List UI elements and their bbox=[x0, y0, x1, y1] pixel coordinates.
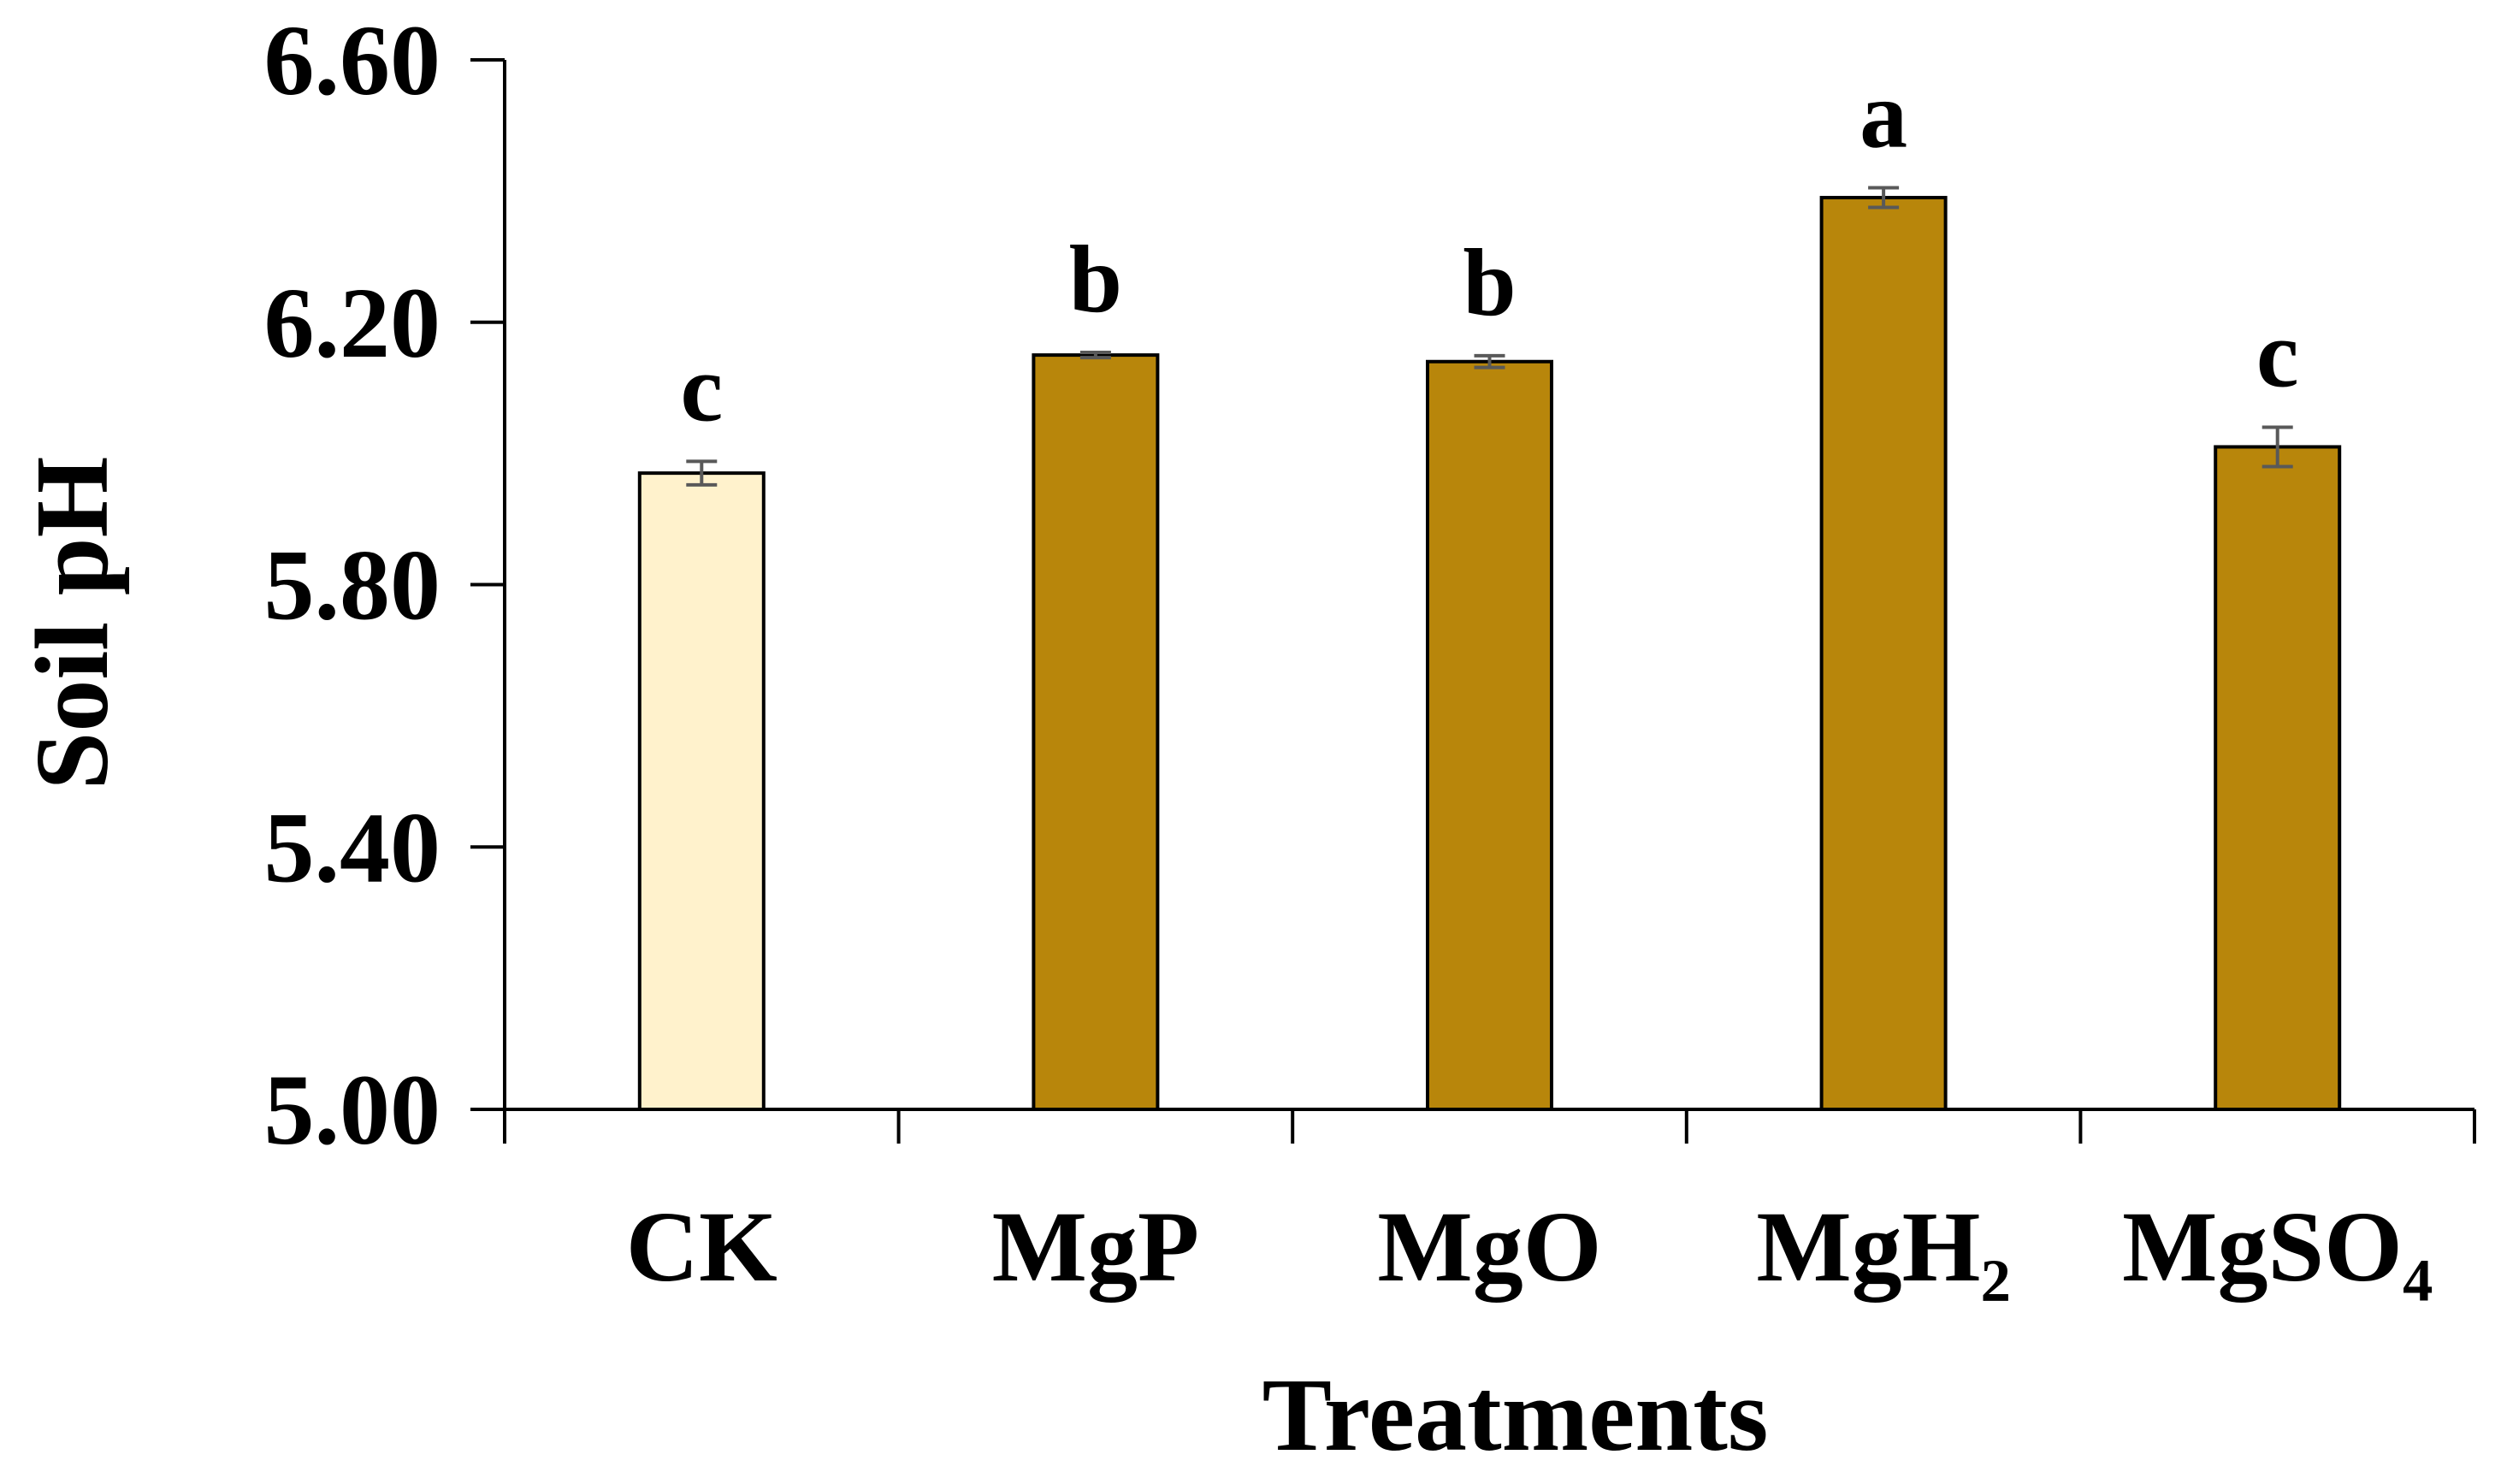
significance-letters-group: c b b a c bbox=[680, 62, 2298, 442]
error-bars-group bbox=[686, 186, 2293, 487]
significance-letter: b bbox=[1463, 230, 1516, 336]
y-tick-label: 6.20 bbox=[264, 267, 441, 379]
bar-mgso₄ bbox=[2214, 445, 2342, 1111]
significance-letter: c bbox=[680, 335, 723, 441]
bar-mgo bbox=[1426, 359, 1553, 1111]
y-axis-ticks: 5.00 5.40 5.80 6.20 6.60 bbox=[264, 4, 505, 1166]
bar-ck bbox=[637, 471, 766, 1111]
x-category-label: MgH₂ bbox=[1756, 1191, 2011, 1303]
x-category-label: CK bbox=[626, 1191, 777, 1303]
x-category-label: MgP bbox=[992, 1191, 1199, 1303]
bars-group bbox=[637, 196, 2342, 1112]
significance-letter: c bbox=[2256, 301, 2299, 407]
error-bar bbox=[2262, 425, 2293, 469]
x-category-label: MgO bbox=[1377, 1191, 1601, 1303]
significance-letter: b bbox=[1069, 227, 1122, 333]
bar-mgp bbox=[1032, 353, 1160, 1111]
y-axis-title: Soil pH bbox=[15, 457, 130, 790]
error-bar bbox=[1474, 353, 1505, 370]
y-tick-label: 5.00 bbox=[264, 1054, 441, 1166]
x-category-label: MgSO₄ bbox=[2122, 1191, 2433, 1303]
y-tick-label: 5.40 bbox=[264, 791, 441, 903]
error-bar bbox=[686, 459, 718, 487]
error-bar bbox=[1868, 186, 1900, 210]
error-bar bbox=[1079, 351, 1111, 360]
bar-mgh₂ bbox=[1819, 196, 1948, 1112]
y-tick-label: 5.80 bbox=[264, 529, 441, 641]
x-axis-title: Treatments bbox=[1262, 1357, 1769, 1473]
y-tick-label: 6.60 bbox=[264, 4, 441, 116]
x-axis-ticks: CK MgP MgO MgH₂ MgSO₄ bbox=[503, 1109, 2476, 1303]
significance-letter: a bbox=[1859, 62, 1907, 169]
